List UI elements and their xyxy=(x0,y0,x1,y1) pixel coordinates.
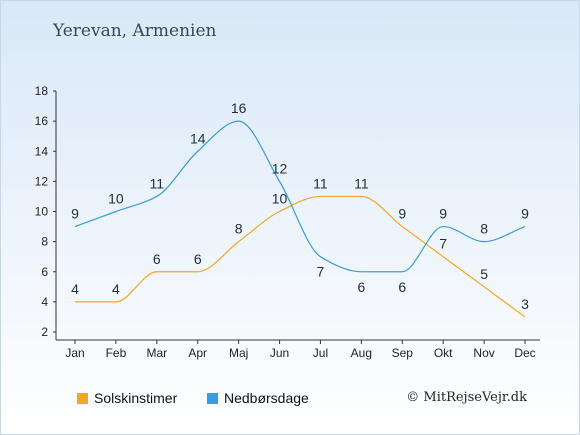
x-tick-label: Maj xyxy=(229,346,248,360)
y-tick-label: 18 xyxy=(35,84,49,98)
y-tick-label: 4 xyxy=(41,295,48,309)
rain-swatch xyxy=(207,392,218,404)
rain-data-label: 6 xyxy=(398,279,406,295)
x-tick-label: Apr xyxy=(188,346,207,360)
rain-data-label: 14 xyxy=(190,130,206,146)
x-tick-label: Okt xyxy=(434,346,453,360)
x-tick-label: Aug xyxy=(351,346,372,360)
legend-label-sun: Solskinstimer xyxy=(94,390,178,406)
sun-data-label: 6 xyxy=(153,251,161,267)
x-tick-label: Jun xyxy=(270,346,289,360)
x-tick-label: Mar xyxy=(146,346,167,360)
sun-data-label: 7 xyxy=(439,236,447,252)
legend-item-rain: Nedbørsdage xyxy=(207,390,309,406)
y-tick-label: 6 xyxy=(41,265,48,279)
x-tick-label: Dec xyxy=(514,346,535,360)
data-labels: 4 9 4 10 6 11 6 14 8 16 10 12 11 7 11 6 9 6 7 9 5 8 3 9 xyxy=(71,100,529,312)
series-lines xyxy=(74,120,526,318)
y-tick-label: 10 xyxy=(35,205,49,219)
x-tick-label: Nov xyxy=(473,346,494,360)
x-tick-label: Jan xyxy=(65,346,84,360)
y-tick-label: 12 xyxy=(35,174,49,188)
sun-data-label: 10 xyxy=(272,191,288,207)
copyright-text: © MitRejseVejr.dk xyxy=(406,390,527,405)
sun-data-label: 11 xyxy=(354,175,369,191)
sun-series-line xyxy=(74,195,526,318)
x-tick-label: Feb xyxy=(106,346,127,360)
sun-data-label: 8 xyxy=(235,221,243,237)
rain-data-label: 7 xyxy=(317,264,325,280)
sun-data-label: 6 xyxy=(194,251,202,267)
rain-data-label: 12 xyxy=(272,160,288,176)
y-tick-label: 14 xyxy=(35,144,49,158)
chart-title: Yerevan, Armenien xyxy=(53,21,217,41)
sun-swatch xyxy=(77,392,88,404)
sun-data-label: 4 xyxy=(112,281,120,297)
rain-data-label: 16 xyxy=(231,100,247,116)
rain-data-label: 9 xyxy=(71,206,79,222)
x-tick-label: Jul xyxy=(313,346,328,360)
axes: 2 4 6 8 10 12 14 16 18 Jan Feb Mar Apr Maj Jun Jul Aug Se… xyxy=(35,84,540,360)
rain-data-label: 11 xyxy=(150,175,165,191)
sun-data-label: 5 xyxy=(480,266,488,282)
rain-data-label: 10 xyxy=(108,191,124,207)
y-tick-label: 2 xyxy=(41,325,48,339)
sun-data-label: 11 xyxy=(313,175,328,191)
rain-data-label: 9 xyxy=(439,206,447,222)
rain-data-label: 9 xyxy=(521,206,529,222)
rain-data-label: 8 xyxy=(480,221,488,237)
y-tick-label: 8 xyxy=(41,235,48,249)
rain-data-label: 6 xyxy=(357,279,365,295)
sun-data-label: 4 xyxy=(71,281,79,297)
legend-item-sun: Solskinstimer xyxy=(77,390,177,406)
legend-label-rain: Nedbørsdage xyxy=(224,390,309,406)
rain-series-line xyxy=(74,120,526,273)
y-tick-label: 16 xyxy=(35,114,49,128)
sun-data-label: 9 xyxy=(398,206,406,222)
x-tick-label: Sep xyxy=(392,346,414,360)
sun-data-label: 3 xyxy=(521,296,529,312)
